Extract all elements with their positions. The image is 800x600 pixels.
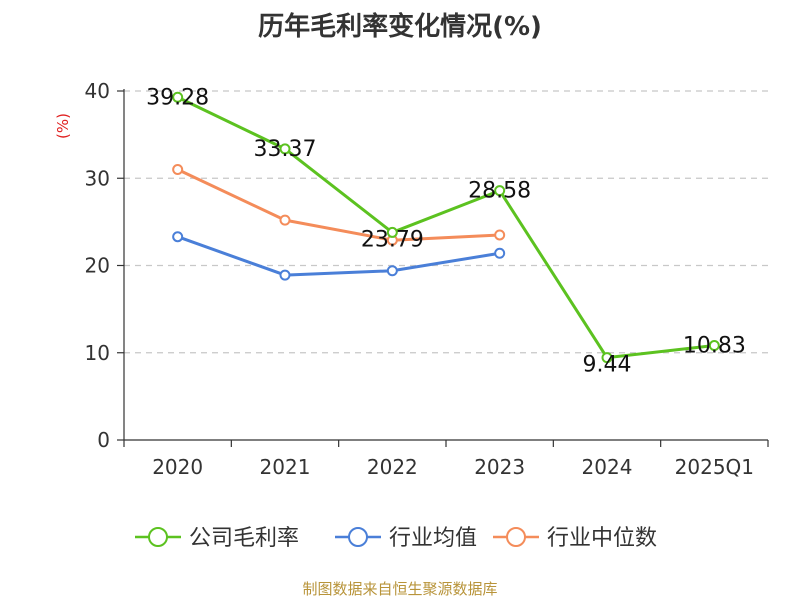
legend-label-2: 行业中位数: [547, 526, 657, 551]
data-label-2024: 9.44: [583, 353, 632, 378]
series-points: [172, 91, 720, 364]
grid-lines: [124, 90, 768, 354]
x-tick-label-2022: 2022: [367, 455, 418, 479]
series-line-1: [177, 235, 500, 277]
legend-item-0[interactable]: 公司毛利率: [135, 526, 299, 551]
data-point-0-2022: [386, 226, 398, 238]
legend-swatch-marker-0: [148, 527, 168, 547]
legend-label-0: 公司毛利率: [189, 526, 299, 551]
data-label-2020: 39.28: [146, 85, 209, 110]
data-point-0-2025Q1: [708, 340, 720, 352]
chart-title: 历年毛利率变化情况(%): [258, 12, 542, 42]
data-point-2-2020: [172, 164, 184, 176]
data-point-2-2021: [279, 214, 291, 226]
tick-labels: 0 10 20 30 40 2020 2021 2022 2023 2024 2025Q1: [85, 79, 754, 479]
y-tick-label-30: 30: [85, 166, 110, 190]
data-point-1-2022: [386, 265, 398, 277]
x-tick-label-2025Q1: 2025Q1: [675, 455, 754, 479]
legend-swatch-marker-2: [506, 527, 526, 547]
x-tick-label-2020: 2020: [152, 455, 203, 479]
data-label-2021: 33.37: [254, 137, 317, 162]
legend-swatch-marker-1: [348, 527, 368, 547]
axes: [117, 89, 769, 447]
data-label-2023: 28.58: [468, 179, 531, 204]
data-point-0-2020: [172, 91, 184, 103]
legend[interactable]: 公司毛利率 行业均值 行业中位数: [135, 526, 657, 551]
data-label-2022: 23.79: [361, 227, 424, 252]
y-tick-label-40: 40: [85, 79, 110, 103]
data-point-0-2024: [601, 352, 613, 364]
data-point-1-2021: [279, 269, 291, 281]
legend-label-1: 行业均值: [389, 526, 477, 551]
data-point-1-2020: [172, 231, 184, 243]
legend-item-1[interactable]: 行业均值: [335, 526, 477, 551]
y-tick-label-20: 20: [85, 254, 110, 278]
x-tick-label-2024: 2024: [582, 455, 633, 479]
data-labels: 39.28 33.37 23.79 28.58 9.44 10.83: [146, 85, 746, 377]
data-point-0-2021: [279, 143, 291, 155]
x-tick-label-2023: 2023: [474, 455, 525, 479]
y-tick-label-0: 0: [97, 428, 110, 452]
data-point-1-2023: [494, 247, 506, 259]
series-lines: [177, 95, 715, 360]
data-point-0-2023: [494, 185, 506, 197]
series-line-2: [177, 168, 500, 242]
y-tick-label-10: 10: [85, 341, 110, 365]
legend-item-2[interactable]: 行业中位数: [493, 526, 657, 551]
y-axis-label: (%): [54, 113, 72, 139]
data-point-2-2023: [494, 229, 506, 241]
series-line-0: [177, 95, 715, 360]
data-label-2025Q1: 10.83: [683, 334, 746, 359]
data-source-note: 制图数据来自恒生聚源数据库: [302, 580, 498, 598]
x-tick-label-2021: 2021: [260, 455, 311, 479]
